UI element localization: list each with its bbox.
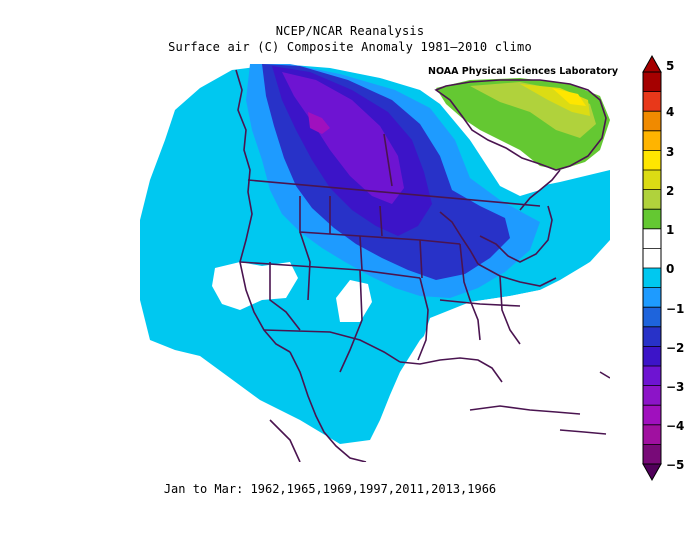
anomaly-core-minus5 <box>308 112 330 134</box>
zero-patch-newmexico <box>336 280 372 322</box>
composite-years-footer: Jan to Mar: 1962,1965,1969,1997,2011,201… <box>163 482 497 496</box>
colorbar-segment <box>643 287 661 308</box>
colorbar-segment <box>643 189 661 210</box>
colorbar-segment <box>643 405 661 426</box>
colorbar-segment <box>643 424 661 445</box>
colorbar-segment <box>643 111 661 132</box>
colorbar-tick-3: 3 <box>666 145 675 159</box>
colorbar-tick-minus5: −5 <box>666 458 685 472</box>
coastline-and-borders <box>235 69 610 462</box>
colorbar-tick-minus4: −4 <box>666 419 685 433</box>
colorbar-tick-minus3: −3 <box>666 380 685 394</box>
colorbar-frame <box>642 71 662 465</box>
colorbar-bottom-arrow <box>642 463 662 482</box>
colorbar-segments <box>643 72 661 465</box>
colorbar-tick-1: 1 <box>666 223 675 237</box>
colorbar-segment <box>643 248 661 269</box>
colorbar-segment <box>643 150 661 171</box>
anomaly-region-violet <box>282 72 404 204</box>
credit-label: NOAA Physical Sciences Laboratory <box>428 66 619 77</box>
anomaly-region-plus4 <box>552 88 586 106</box>
colorbar-segment <box>643 91 661 112</box>
colorbar-tick-0: 0 <box>666 262 675 276</box>
colorbar-segment <box>643 130 661 151</box>
anomaly-region-plus3 <box>520 84 590 116</box>
colorbar-segment <box>643 72 661 93</box>
colorbar-tick-4: 4 <box>666 105 675 119</box>
map-title: NCEP/NCAR Reanalysis <box>275 24 425 38</box>
colorbar-tick-minus1: −1 <box>666 302 685 316</box>
colorbar-segment <box>643 346 661 367</box>
colorbar-segment <box>643 170 661 191</box>
colorbar-segment <box>643 444 661 465</box>
colorbar-tick-5: 5 <box>666 59 675 73</box>
colorbar-segment <box>643 326 661 347</box>
colorbar-tick-minus2: −2 <box>666 341 685 355</box>
colorbar-segment <box>643 385 661 406</box>
colorbar-segment <box>643 209 661 230</box>
colorbar-segment <box>643 268 661 289</box>
zero-patch-southeast <box>380 250 610 462</box>
colorbar-segment <box>643 228 661 249</box>
colorbar-top-arrow <box>642 54 662 73</box>
zero-patch-southwest <box>212 262 298 310</box>
colorbar-tick-2: 2 <box>666 184 675 198</box>
colorbar-segment <box>643 366 661 387</box>
colorbar-segment <box>643 307 661 328</box>
map-subtitle: Surface air (C) Composite Anomaly 1981–2… <box>168 40 532 54</box>
